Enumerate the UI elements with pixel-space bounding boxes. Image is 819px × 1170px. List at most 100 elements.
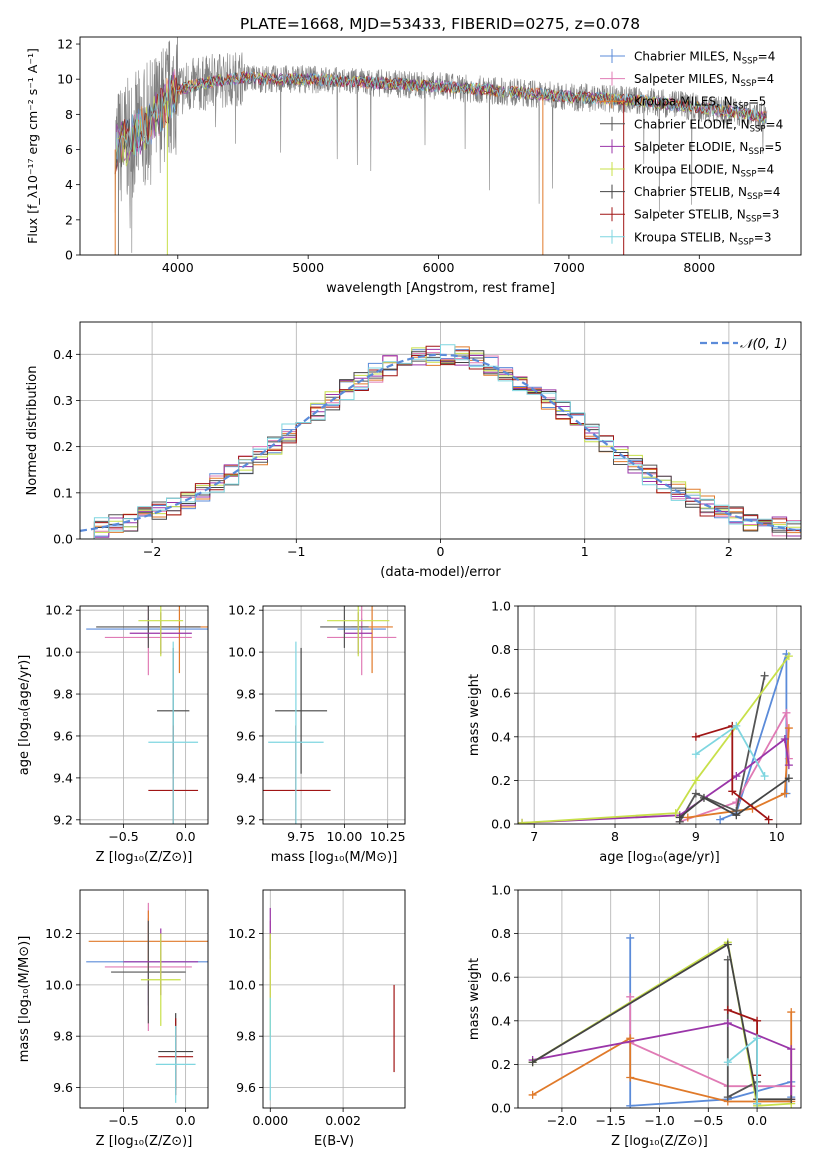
y-axis-label: mass weight xyxy=(467,958,482,1040)
weight-point xyxy=(691,750,700,759)
axes-frame xyxy=(79,605,209,825)
y-tick-label: 10.0 xyxy=(228,645,256,660)
x-tick-label: 1 xyxy=(581,544,589,559)
panel-weight_vs_age: 7 8 9 10 0.0 0.2 0.4 0.6 0.8 1.0 age [log₁₀(age/yr… xyxy=(467,599,802,865)
y-tick-label: 9.8 xyxy=(53,1029,73,1044)
legend-subscript: SSP xyxy=(733,102,749,112)
weight-point xyxy=(675,813,684,822)
legend-entry: Kroupa ELODIE, NSSP=4 xyxy=(634,163,774,180)
x-axis-label: Z [log₁₀(Z/Z⊙)] xyxy=(96,850,193,865)
x-tick-label: 10.00 xyxy=(326,829,362,844)
y-tick-label: 9.4 xyxy=(53,770,73,785)
x-tick-label: −1.5 xyxy=(596,1113,626,1128)
weight-point xyxy=(691,789,700,798)
x-tick-label: 0.0 xyxy=(176,829,196,844)
x-tick-label: 0 xyxy=(437,544,445,559)
legend-count: =5 xyxy=(764,140,782,154)
x-axis-label: mass [log₁₀(M/M⊙)] xyxy=(271,850,398,865)
weight-series xyxy=(629,938,793,1107)
x-tick-label: 8 xyxy=(611,829,619,844)
y-tick-label: 0.3 xyxy=(53,393,73,408)
x-axis-label: E(B-V) xyxy=(314,1134,354,1149)
y-tick-label: 10.2 xyxy=(228,926,256,941)
weight-point xyxy=(753,1034,762,1043)
legend-count: =4 xyxy=(756,72,774,86)
weight-point xyxy=(780,789,789,798)
weight-point xyxy=(760,671,769,680)
y-axis-label: mass weight xyxy=(467,674,482,756)
legend-entry: Salpeter MILES, NSSP=4 xyxy=(634,72,774,89)
observed-spectrum xyxy=(114,37,768,253)
x-tick-label: 8000 xyxy=(683,260,715,275)
plot-area xyxy=(80,890,208,1108)
y-tick-label: 0.8 xyxy=(491,926,511,941)
legend-subscript: SSP xyxy=(746,215,762,225)
plot-area xyxy=(80,322,801,539)
x-axis-label: age [log₁₀(age/yr)] xyxy=(599,850,720,865)
x-tick-label: 10 xyxy=(769,829,785,844)
y-axis-label: Normed distribution xyxy=(25,366,40,496)
plot-area xyxy=(263,606,405,824)
model-spectrum xyxy=(114,72,767,175)
weight-point xyxy=(528,1090,537,1099)
x-tick-label: −0.5 xyxy=(108,829,138,844)
y-tick-label: 1.0 xyxy=(491,883,511,898)
weight-point xyxy=(691,776,700,785)
panel-spectrum: 4000 5000 6000 7000 8000 0 2 4 6 8 10 12 wavelength … xyxy=(25,36,802,296)
axes-frame xyxy=(517,889,802,1109)
y-tick-label: 6 xyxy=(65,142,73,157)
figure-panels: 4000 5000 6000 7000 8000024681012wavelength … xyxy=(17,36,802,1149)
legend-label: Salpeter ELODIE, N xyxy=(634,140,748,154)
x-axis-label: Z [log₁₀(Z/Z⊙)] xyxy=(96,1134,193,1149)
grid xyxy=(263,606,405,824)
axes-frame xyxy=(517,605,802,825)
y-tick-label: 0.6 xyxy=(491,686,511,701)
plot-area xyxy=(263,890,405,1108)
x-tick-label: −1 xyxy=(287,544,305,559)
legend-label: Kroupa STELIB, N xyxy=(634,230,738,244)
y-tick-label: 9.6 xyxy=(53,1080,73,1095)
x-tick-label: −0.5 xyxy=(693,1113,723,1128)
legend-count: =4 xyxy=(763,185,781,199)
panel-weight_vs_Z: −2.0 −1.5 −1.0 −0.5 0.0 0.0 0.2 0.4 0.6 0.8 1.0 Z [… xyxy=(467,883,802,1149)
weight-point xyxy=(732,721,741,730)
weight-series xyxy=(695,724,770,821)
y-tick-label: 0.0 xyxy=(491,1101,511,1116)
axes-frame xyxy=(262,605,406,825)
grid xyxy=(80,890,208,1108)
x-axis-label: (data-model)/error xyxy=(380,565,501,580)
x-tick-label: 10.25 xyxy=(370,829,406,844)
y-tick-label: 0.4 xyxy=(491,729,511,744)
legend-subscript: SSP xyxy=(747,192,763,202)
weight-point xyxy=(787,1095,796,1104)
weight-point xyxy=(784,724,793,733)
y-tick-label: 9.2 xyxy=(53,812,73,827)
y-tick-label: 10.2 xyxy=(45,926,73,941)
weight-point xyxy=(728,787,737,796)
x-tick-label: 0.002 xyxy=(325,1113,361,1128)
weight-point xyxy=(784,761,793,770)
legend-subscript: SSP xyxy=(741,79,757,89)
y-tick-label: 0.4 xyxy=(53,347,73,362)
axes-frame xyxy=(79,36,802,256)
y-tick-label: 0.2 xyxy=(491,1057,511,1072)
y-tick-label: 0.1 xyxy=(53,485,73,500)
x-tick-label: 0.0 xyxy=(747,1113,767,1128)
weight-point xyxy=(732,811,741,820)
y-tick-label: 0.2 xyxy=(491,773,511,788)
weight-point xyxy=(764,815,773,824)
legend-subscript: SSP xyxy=(741,170,757,180)
y-tick-label: 9.8 xyxy=(236,687,256,702)
weight-series xyxy=(532,1022,793,1100)
weight-point xyxy=(671,809,680,818)
y-tick-label: 12 xyxy=(57,37,73,52)
grid xyxy=(80,606,208,824)
model-spectrum xyxy=(114,71,767,175)
y-tick-label: 9.8 xyxy=(236,1029,256,1044)
legend-entry: Chabrier STELIB, NSSP=4 xyxy=(634,185,781,202)
weight-point xyxy=(683,813,692,822)
legend-label: Chabrier MILES, N xyxy=(634,50,742,64)
legend-entry: Salpeter STELIB, NSSP=3 xyxy=(634,208,779,225)
